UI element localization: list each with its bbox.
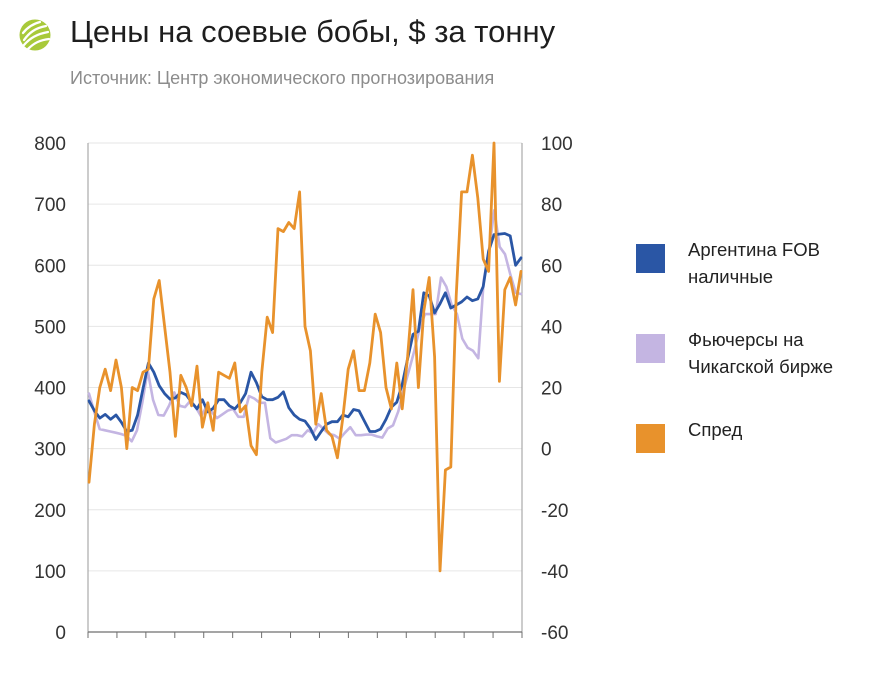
series-line-spread [87, 141, 523, 573]
left-tick-label: 800 [34, 134, 66, 155]
series-line-argentina [87, 232, 523, 441]
left-tick-label: 100 [34, 562, 66, 583]
brand-logo-icon [19, 19, 51, 51]
series-lines [87, 141, 523, 573]
legend-swatch-argentina [636, 244, 665, 273]
left-tick-label: 200 [34, 501, 66, 522]
chart-subtitle: Источник: Центр экономического прогнозир… [70, 68, 495, 88]
left-axis-ticks: 0 100 200 300 400 500 600 700 800 [34, 134, 66, 644]
legend-label-spread: Спред [688, 419, 743, 440]
series-line-chicago [87, 208, 523, 444]
legend-swatch-spread [636, 424, 665, 453]
right-tick-label: -40 [541, 562, 568, 583]
left-tick-label: 300 [34, 440, 66, 461]
legend-item-spread: Спред [636, 416, 866, 453]
legend: Аргентина FOB наличные Фьючерсы на Чикаг… [636, 236, 866, 453]
right-tick-label: 0 [541, 440, 552, 461]
right-tick-label: 80 [541, 195, 562, 216]
legend-item-chicago: Фьючерсы на Чикагской бирже [636, 326, 866, 416]
axes [87, 143, 523, 638]
chart-title: Цены на соевые бобы, $ за тонну [70, 14, 556, 49]
right-tick-label: 20 [541, 379, 562, 400]
left-tick-label: 0 [55, 623, 66, 644]
right-tick-label: 60 [541, 256, 562, 277]
left-tick-label: 600 [34, 256, 66, 277]
left-tick-label: 500 [34, 317, 66, 338]
legend-label-chicago: Фьючерсы на Чикагской бирже [688, 329, 833, 377]
right-tick-label: -60 [541, 623, 568, 644]
legend-swatch-chicago [636, 334, 665, 363]
right-tick-label: 40 [541, 317, 562, 338]
right-tick-label: 100 [541, 134, 573, 155]
right-tick-label: -20 [541, 501, 568, 522]
grid-lines [88, 142, 522, 572]
left-tick-label: 700 [34, 195, 66, 216]
left-tick-label: 400 [34, 379, 66, 400]
right-axis-ticks: -60 -40 -20 0 20 40 60 80 100 [541, 134, 573, 644]
legend-label-argentina: Аргентина FOB наличные [688, 239, 820, 287]
legend-item-argentina: Аргентина FOB наличные [636, 236, 866, 326]
